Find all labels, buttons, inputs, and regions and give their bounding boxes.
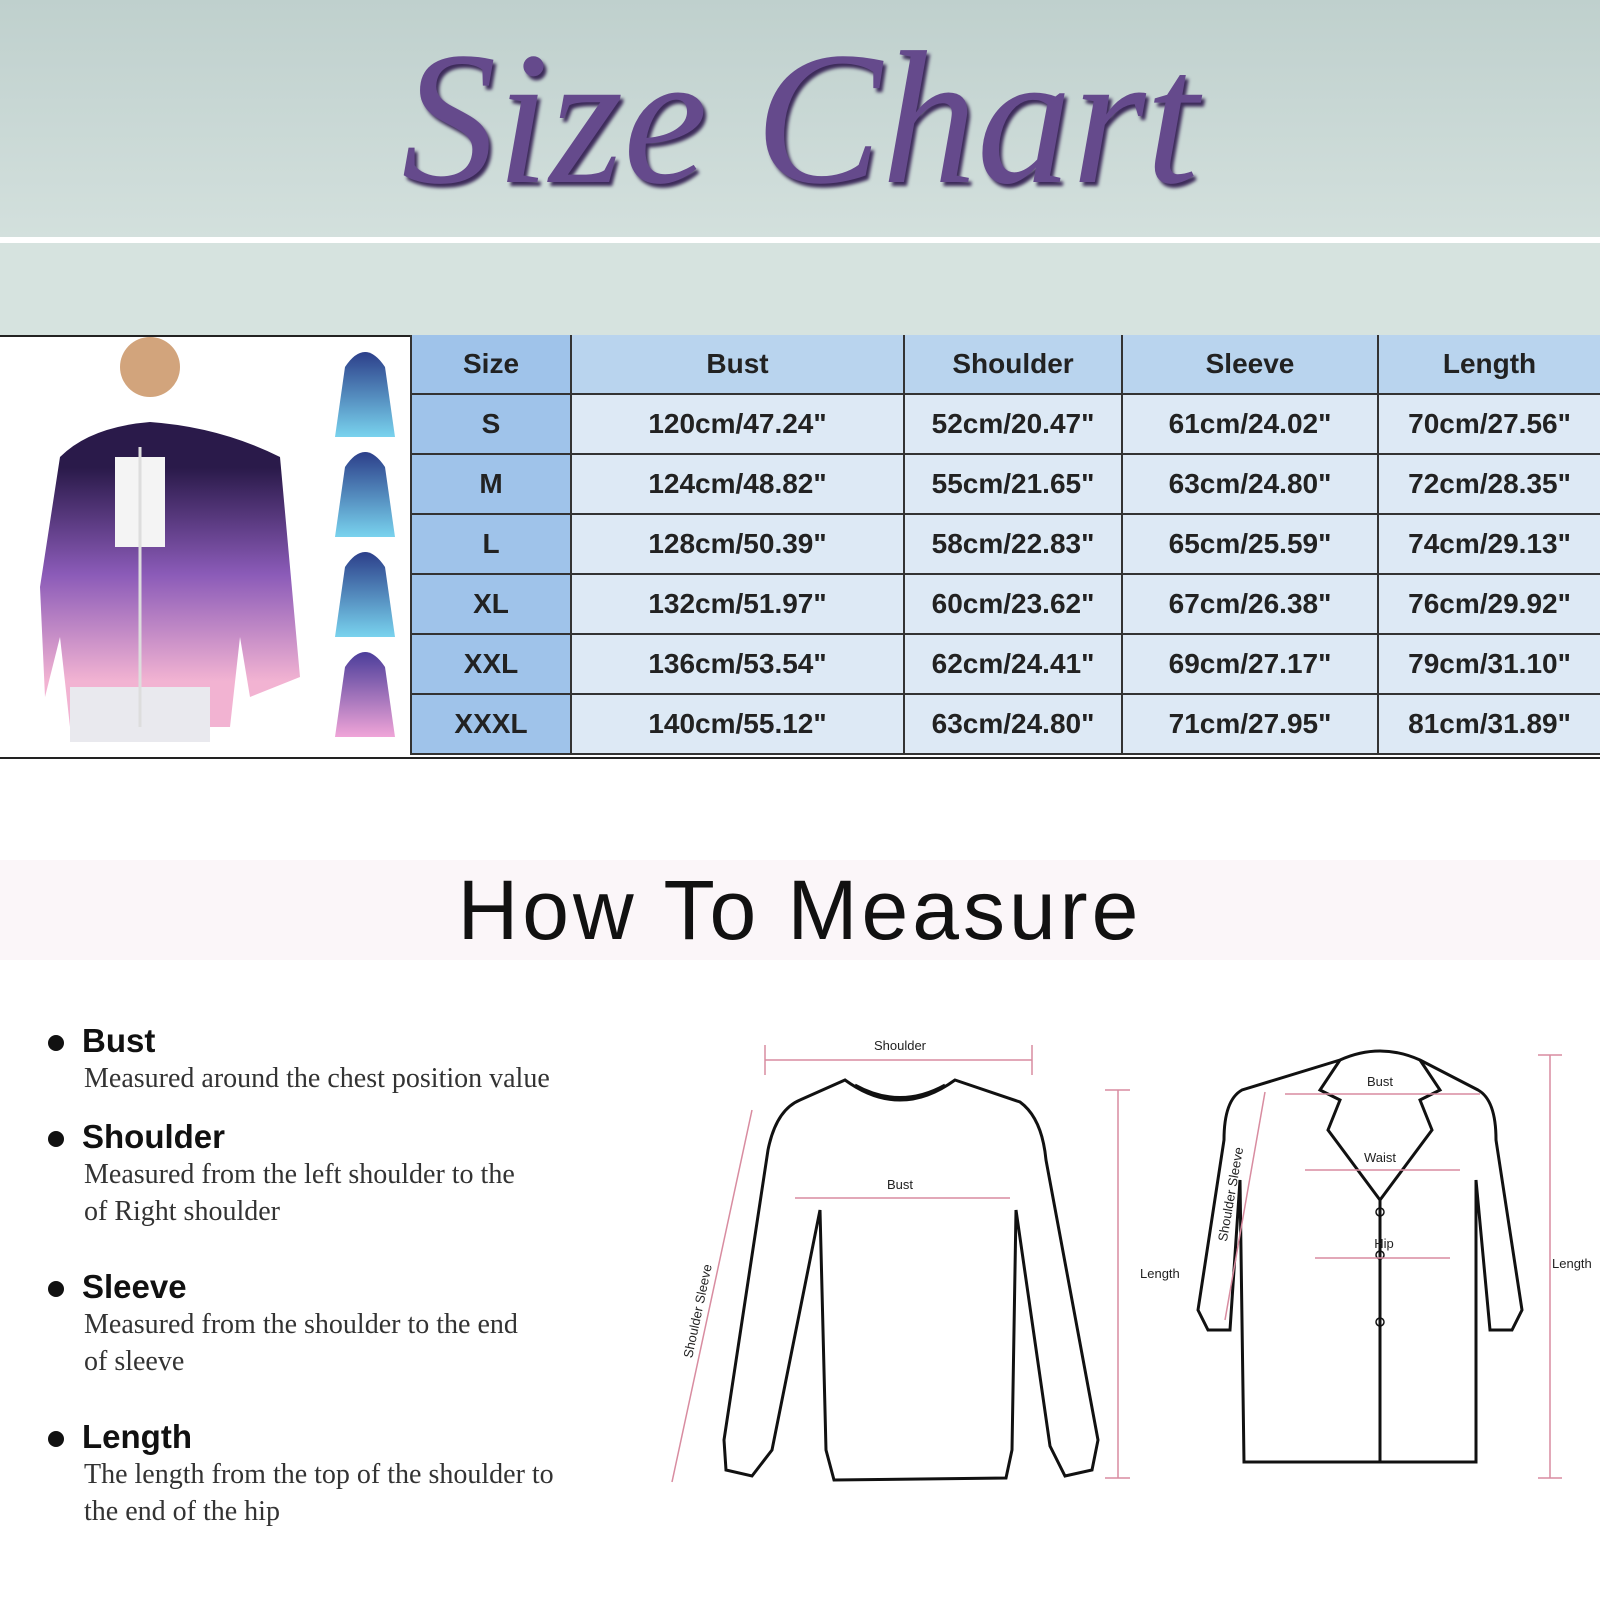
product-photos [0,337,410,757]
diagram-label: Bust [887,1177,913,1192]
diagram-label: Waist [1364,1150,1396,1165]
table-cell: 128cm/50.39" [570,515,903,575]
table-cell: 62cm/24.41" [903,635,1121,695]
table-cell: 124cm/48.82" [570,455,903,515]
measure-text: the end of the hip [84,1496,280,1527]
diagram-label: Length [1552,1256,1592,1271]
table-cell: 69cm/27.17" [1121,635,1377,695]
table-cell: XL [410,575,570,635]
measure-title: How To Measure [0,860,1600,960]
table-cell: 60cm/23.62" [903,575,1121,635]
table-cell: 140cm/55.12" [570,695,903,755]
table-cell: 81cm/31.89" [1377,695,1600,755]
table-cell: 79cm/31.10" [1377,635,1600,695]
column-header: Sleeve [1121,335,1377,395]
table-cell: L [410,515,570,575]
table-cell: M [410,455,570,515]
diagram-label: Shoulder [874,1038,927,1053]
measure-name: Sleeve [48,1268,518,1306]
measure-name: Length [48,1418,554,1456]
table-cell: 70cm/27.56" [1377,395,1600,455]
measure-item: Length The length from the top of the sho… [48,1418,554,1530]
diagram-label: Length [1140,1266,1180,1281]
title: Size Chart [401,14,1199,224]
table-cell: 63cm/24.80" [903,695,1121,755]
diagram-label: Shoulder Sleeve [680,1263,715,1359]
diagram-label: Bust [1367,1074,1393,1089]
table-cell: 65cm/25.59" [1121,515,1377,575]
table-cell: 61cm/24.02" [1121,395,1377,455]
size-table: Size Bust Shoulder Sleeve Length S 120cm/47.24… [0,335,1600,759]
column-header: Length [1377,335,1600,395]
header-band [0,243,1600,335]
table-cell: XXXL [410,695,570,755]
measure-name: Shoulder [48,1118,515,1156]
measure-text: Measured from the left shoulder to the [84,1159,515,1190]
table-cell: 120cm/47.24" [570,395,903,455]
table-cell: 74cm/29.13" [1377,515,1600,575]
table-cell: 76cm/29.92" [1377,575,1600,635]
header-band [0,0,1600,237]
measure-text: of Right shoulder [84,1196,280,1227]
measure-text: Measured from the shoulder to the end [84,1309,518,1340]
table-cell: 58cm/22.83" [903,515,1121,575]
measure-text: Measured around the chest position value [84,1063,550,1094]
diagrams: Shoulder Bust Length Shoulder Sleeve Bus… [671,1038,1592,1483]
table-cell: 71cm/27.95" [1121,695,1377,755]
table-cell: 63cm/24.80" [1121,455,1377,515]
table-cell: 52cm/20.47" [903,395,1121,455]
column-header: Shoulder [903,335,1121,395]
measure-text: of sleeve [84,1346,185,1377]
measure-item: Bust Measured around the chest position v… [48,1022,550,1097]
diagram-label: Hip [1374,1236,1394,1251]
measure-item: Shoulder Measured from the left shoulder … [48,1118,515,1230]
table-cell: 136cm/53.54" [570,635,903,695]
table-cell: S [410,395,570,455]
column-header: Bust [570,335,903,395]
table-cell: 55cm/21.65" [903,455,1121,515]
measure-name: Bust [48,1022,550,1060]
column-header: Size [410,335,570,395]
table-cell: 72cm/28.35" [1377,455,1600,515]
measure-text: The length from the top of the shoulder … [84,1459,554,1490]
table-cell: 67cm/26.38" [1121,575,1377,635]
table-cell: XXL [410,635,570,695]
table-cell: 132cm/51.97" [570,575,903,635]
measure-item: Sleeve Measured from the shoulder to the … [48,1268,518,1380]
